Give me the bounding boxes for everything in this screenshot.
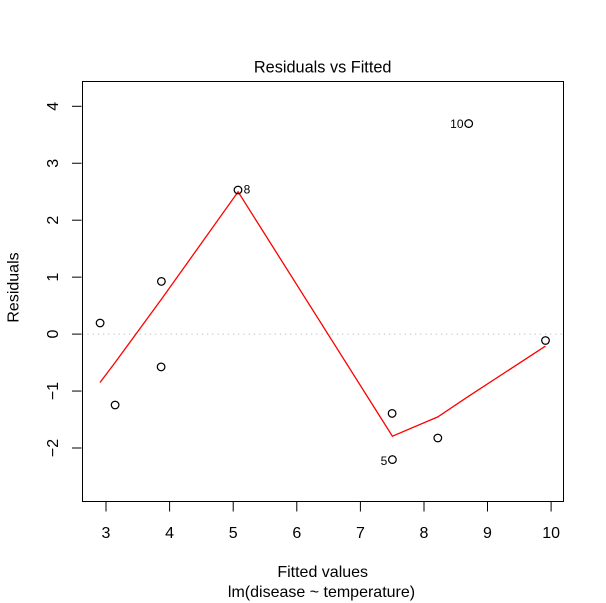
svg-text:Residuals: Residuals	[6, 252, 23, 322]
svg-text:5: 5	[381, 454, 388, 468]
svg-text:−2: −2	[45, 439, 62, 457]
svg-text:0: 0	[45, 330, 62, 339]
svg-text:Fitted values: Fitted values	[277, 564, 368, 581]
svg-text:8: 8	[420, 525, 429, 542]
svg-text:10: 10	[542, 525, 560, 542]
svg-text:4: 4	[45, 102, 62, 111]
svg-text:10: 10	[450, 117, 464, 131]
svg-text:3: 3	[45, 159, 62, 168]
svg-text:1: 1	[45, 273, 62, 282]
svg-text:8: 8	[244, 183, 251, 197]
svg-text:9: 9	[483, 525, 492, 542]
svg-text:−1: −1	[45, 382, 62, 400]
svg-text:5: 5	[229, 525, 238, 542]
svg-text:2: 2	[45, 216, 62, 225]
svg-text:6: 6	[292, 525, 301, 542]
svg-text:7: 7	[356, 525, 365, 542]
svg-text:lm(disease ~ temperature): lm(disease ~ temperature)	[228, 584, 415, 601]
svg-text:4: 4	[165, 525, 174, 542]
svg-text:3: 3	[102, 525, 111, 542]
svg-text:Residuals vs Fitted: Residuals vs Fitted	[254, 58, 392, 76]
